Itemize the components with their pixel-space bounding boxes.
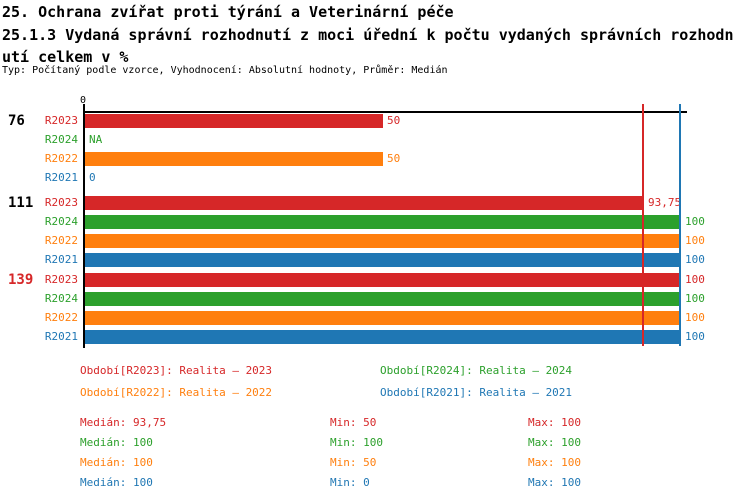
page-title-line-1: 25. Ochrana zvířat proti týrání a Veteri…	[2, 3, 454, 21]
page-title-line-2: 25.1.3 Vydaná správní rozhodnutí z moci …	[2, 26, 734, 44]
value-label-r2021-group-111: 100	[685, 253, 705, 266]
top-axis-line	[83, 111, 687, 113]
stat-min-r2023: Min: 50	[330, 416, 377, 429]
stat-min-r2022: Min: 50	[330, 456, 377, 469]
page-title-line-3: utí celkem v %	[2, 48, 129, 66]
series-label-r2021: R2021	[44, 253, 78, 266]
chart-subtitle: Typ: Počítaný podle vzorce, Vyhodnocení:…	[2, 65, 448, 76]
series-label-r2022: R2022	[44, 234, 78, 247]
value-label-r2021-group-139: 100	[685, 330, 705, 343]
stat-max-r2024: Max: 100	[528, 436, 581, 449]
value-label-r2023-group-111: 93,75	[648, 196, 682, 209]
series-label-r2024: R2024	[44, 215, 78, 228]
bar-r2023-group-76	[85, 114, 383, 128]
series-label-r2021: R2021	[44, 171, 78, 184]
value-label-r2021-group-76: 0	[89, 171, 96, 184]
value-label-r2022-group-76: 50	[387, 152, 401, 165]
legend-item-r2022: Období[R2022]: Realita – 2022	[80, 386, 273, 399]
bar-chart-area: 0 76 R2023 50 R2024 NA R2022 50 R2021 0 111 R2023 9…	[8, 95, 705, 348]
bar-r2022-group-111	[85, 234, 681, 248]
value-label-r2024-group-111: 100	[685, 215, 705, 228]
stat-min-r2024: Min: 100	[330, 436, 383, 449]
series-label-r2023: R2023	[44, 273, 78, 286]
bar-r2021-group-139	[85, 330, 681, 344]
group-label-139: 139	[8, 272, 34, 288]
median-line	[642, 104, 644, 346]
bar-r2024-group-139	[85, 292, 681, 306]
stat-min-r2021: Min: 0	[330, 476, 370, 489]
stat-max-r2021: Max: 100	[528, 476, 581, 489]
y-axis-line	[83, 104, 85, 348]
stat-max-r2022: Max: 100	[528, 456, 581, 469]
stat-max-r2023: Max: 100	[528, 416, 581, 429]
legend-item-r2021: Období[R2021]: Realita – 2021	[380, 386, 573, 399]
series-label-r2022: R2022	[44, 311, 78, 324]
series-label-r2023: R2023	[44, 196, 78, 209]
stat-median-r2021: Medián: 100	[80, 476, 153, 489]
value-label-r2022-group-139: 100	[685, 311, 705, 324]
group-label-111: 111	[8, 195, 34, 211]
series-label-r2024: R2024	[44, 133, 78, 146]
value-label-r2023-group-139: 100	[685, 273, 705, 286]
legend-item-r2023: Období[R2023]: Realita – 2023	[80, 364, 273, 377]
max-line	[679, 104, 681, 346]
bar-r2022-group-139	[85, 311, 681, 325]
series-label-r2023: R2023	[44, 114, 78, 127]
bar-r2021-group-111	[85, 253, 681, 267]
bar-r2022-group-76	[85, 152, 383, 166]
stat-median-r2023: Medián: 93,75	[80, 416, 167, 429]
bar-r2023-group-111	[85, 196, 644, 210]
bar-r2024-group-111	[85, 215, 681, 229]
stat-median-r2022: Medián: 100	[80, 456, 153, 469]
group-label-76: 76	[8, 113, 25, 129]
stat-median-r2024: Medián: 100	[80, 436, 153, 449]
axis-origin-label: 0	[79, 95, 87, 106]
series-label-r2021: R2021	[44, 330, 78, 343]
value-label-r2024-group-76: NA	[89, 133, 103, 146]
value-label-r2022-group-111: 100	[685, 234, 705, 247]
value-label-r2024-group-139: 100	[685, 292, 705, 305]
legend-item-r2024: Období[R2024]: Realita – 2024	[380, 364, 573, 377]
series-label-r2022: R2022	[44, 152, 78, 165]
series-label-r2024: R2024	[44, 292, 78, 305]
value-label-r2023-group-76: 50	[387, 114, 401, 127]
bar-r2023-group-139	[85, 273, 681, 287]
